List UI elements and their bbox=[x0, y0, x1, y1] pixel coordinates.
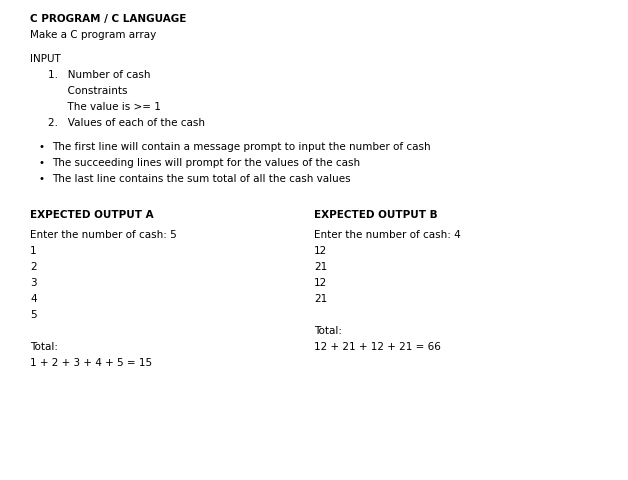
Text: Make a C program array: Make a C program array bbox=[30, 30, 156, 40]
Text: 4: 4 bbox=[30, 294, 36, 304]
Text: Enter the number of cash: 5: Enter the number of cash: 5 bbox=[30, 230, 176, 240]
Text: The last line contains the sum total of all the cash values: The last line contains the sum total of … bbox=[52, 174, 350, 184]
Text: 21: 21 bbox=[314, 294, 327, 304]
Text: 1: 1 bbox=[30, 246, 36, 256]
Text: 1 + 2 + 3 + 4 + 5 = 15: 1 + 2 + 3 + 4 + 5 = 15 bbox=[30, 358, 152, 368]
Text: •: • bbox=[38, 142, 44, 152]
Text: 21: 21 bbox=[314, 262, 327, 272]
Text: 3: 3 bbox=[30, 278, 36, 288]
Text: 2: 2 bbox=[30, 262, 36, 272]
Text: C PROGRAM / C LANGUAGE: C PROGRAM / C LANGUAGE bbox=[30, 14, 187, 24]
Text: 12 + 21 + 12 + 21 = 66: 12 + 21 + 12 + 21 = 66 bbox=[314, 342, 441, 352]
Text: The value is >= 1: The value is >= 1 bbox=[48, 102, 161, 112]
Text: •: • bbox=[38, 158, 44, 168]
Text: Constraints: Constraints bbox=[48, 86, 127, 96]
Text: 1.   Number of cash: 1. Number of cash bbox=[48, 70, 151, 80]
Text: The first line will contain a message prompt to input the number of cash: The first line will contain a message pr… bbox=[52, 142, 431, 152]
Text: Total:: Total: bbox=[30, 342, 58, 352]
Text: 5: 5 bbox=[30, 310, 36, 320]
Text: Enter the number of cash: 4: Enter the number of cash: 4 bbox=[314, 230, 461, 240]
Text: EXPECTED OUTPUT A: EXPECTED OUTPUT A bbox=[30, 210, 154, 220]
Text: EXPECTED OUTPUT B: EXPECTED OUTPUT B bbox=[314, 210, 438, 220]
Text: 12: 12 bbox=[314, 278, 327, 288]
Text: INPUT: INPUT bbox=[30, 54, 61, 64]
Text: 12: 12 bbox=[314, 246, 327, 256]
Text: Total:: Total: bbox=[314, 326, 342, 336]
Text: The succeeding lines will prompt for the values of the cash: The succeeding lines will prompt for the… bbox=[52, 158, 360, 168]
Text: •: • bbox=[38, 174, 44, 184]
Text: 2.   Values of each of the cash: 2. Values of each of the cash bbox=[48, 118, 205, 128]
